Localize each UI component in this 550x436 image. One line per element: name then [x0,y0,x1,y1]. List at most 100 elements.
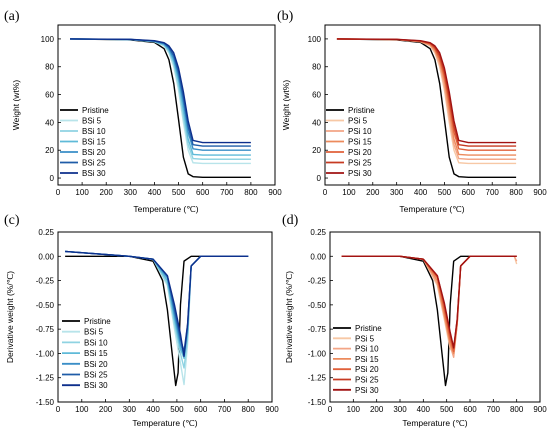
x-tick-label: 200 [100,188,114,197]
y-tick-label: 100 [41,35,55,44]
legend-label: BSi 25 [84,371,108,380]
x-tick-label: 400 [148,188,162,197]
y-tick-label: 40 [312,118,321,127]
y-tick-label: -1.00 [36,349,55,358]
plot-frame [324,24,541,186]
legend-label: PSi 15 [348,138,372,147]
x-tick-label: 400 [417,405,431,414]
y-tick-label: -0.25 [308,277,327,286]
x-tick-label: 200 [99,405,113,414]
y-tick-label: 0.25 [310,228,326,237]
x-tick-label: 900 [265,405,279,414]
x-tick-label: 400 [146,405,160,414]
legend-label: PSi 30 [348,169,372,178]
y-tick-label: -1.00 [308,349,327,358]
x-tick-label: 600 [196,188,210,197]
y-axis-label: Derivative weight (%/℃) [284,271,294,363]
legend-label: PSi 10 [348,127,372,136]
legend-label: BSi 5 [82,117,102,126]
legend-label: Pristine [84,317,111,326]
x-tick-label: 200 [366,188,380,197]
legend-label: BSi 20 [84,360,108,369]
x-tick-label: 600 [194,405,208,414]
y-tick-label: 20 [45,146,54,155]
x-tick-label: 100 [75,405,89,414]
y-tick-label: -0.50 [308,301,327,310]
x-tick-label: 700 [218,405,232,414]
x-tick-label: 900 [533,188,547,197]
panel-letter: (b) [277,9,294,24]
y-tick-label: 40 [45,118,54,127]
x-tick-label: 100 [75,188,89,197]
x-tick-label: 800 [244,188,258,197]
x-tick-label: 0 [56,188,61,197]
x-tick-label: 800 [242,405,256,414]
y-axis-label: Weight (wt%) [281,80,291,131]
y-tick-label: 0 [50,174,55,183]
x-tick-label: 800 [510,405,524,414]
legend-label: PSi 30 [355,386,379,395]
y-tick-label: 0 [317,174,322,183]
legend-label: BSi 10 [84,338,108,347]
x-tick-label: 700 [486,188,500,197]
series-line-6 [70,38,251,144]
series-line-6 [341,255,517,349]
y-tick-label: -0.75 [36,325,55,334]
legend-label: BSi 30 [84,381,108,390]
legend-label: PSi 10 [355,345,379,354]
y-tick-label: -0.25 [36,277,55,286]
x-tick-label: 100 [347,405,361,414]
legend-label: Pristine [348,106,375,115]
legend-label: PSi 5 [348,117,368,126]
legend-label: BSi 30 [82,169,106,178]
plot-frame [329,231,541,403]
legend-label: BSi 20 [82,148,106,157]
x-tick-label: 300 [390,188,404,197]
legend-label: PSi 25 [348,159,372,168]
x-tick-label: 800 [509,188,523,197]
x-tick-label: 700 [220,188,234,197]
panel-0: (a) 0 100 200 300 400 500 600 700 800 900 0 20 40 60 80… [4,9,282,214]
series-line-6 [65,250,249,358]
x-tick-label: 500 [172,188,186,197]
y-tick-label: -0.75 [308,325,327,334]
x-tick-label: 500 [440,405,454,414]
x-axis-label: Temperature (℃) [132,418,197,428]
panel-letter: (c) [4,213,20,228]
x-tick-label: 900 [268,188,282,197]
legend-label: PSi 20 [355,365,379,374]
x-axis-label: Temperature (℃) [402,418,467,428]
y-axis-label: Derivative weight (%/℃) [5,271,15,363]
legend-label: BSi 25 [82,159,106,168]
x-axis-label: Temperature (℃) [133,204,198,214]
panel-letter: (d) [282,213,299,228]
y-tick-label: 20 [312,146,321,155]
x-tick-label: 100 [342,188,356,197]
x-tick-label: 500 [170,405,184,414]
x-tick-label: 300 [124,188,138,197]
x-tick-label: 0 [328,405,333,414]
y-tick-label: 60 [312,91,321,100]
y-tick-label: 60 [45,91,54,100]
series-line-0 [65,255,249,387]
y-tick-label: -1.25 [308,374,327,383]
y-tick-label: -1.25 [36,374,55,383]
y-tick-label: 100 [308,35,322,44]
panel-letter: (a) [4,9,20,24]
x-tick-label: 600 [463,405,477,414]
legend-label: PSi 20 [348,148,372,157]
series-line-0 [341,255,517,387]
y-tick-label: 0.25 [38,228,54,237]
y-tick-label: -0.50 [36,301,55,310]
y-tick-label: 80 [45,63,54,72]
plot-frame [57,24,276,186]
x-tick-label: 300 [123,405,137,414]
legend-label: Pristine [355,324,382,333]
legend-label: BSi 15 [82,138,106,147]
y-tick-label: 80 [312,63,321,72]
legend-label: PSi 15 [355,355,379,364]
panel-2: (c) 0 100 200 300 400 500 600 700 800 900 0.25 0.00 -… [4,213,279,428]
legend-label: PSi 25 [355,376,379,385]
x-tick-label: 400 [414,188,428,197]
panel-3: (d) 0 100 200 300 400 500 600 700 800 900 0.25 0.00 -… [282,213,547,428]
